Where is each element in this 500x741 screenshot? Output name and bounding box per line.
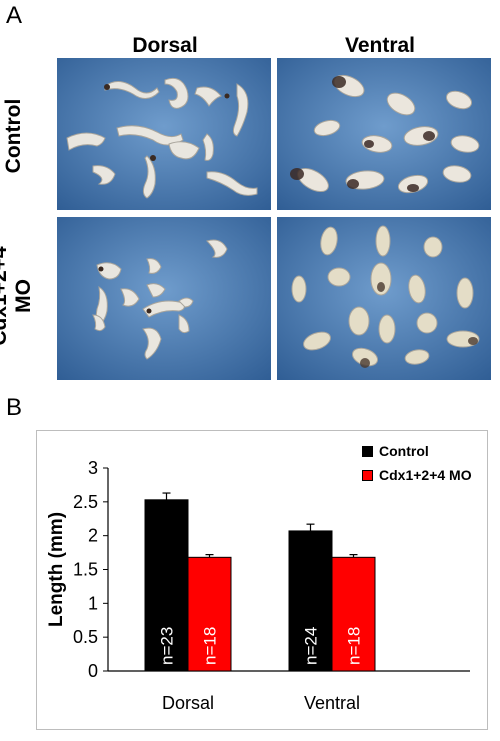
chart-legend: Control Cdx1+2+4 MO xyxy=(362,439,472,487)
column-header-dorsal: Dorsal xyxy=(132,34,198,57)
photo-control-ventral xyxy=(277,58,491,210)
y-tick-label: 3 xyxy=(88,458,98,478)
legend-item-control: Control xyxy=(362,439,472,463)
y-tick-label: 2.5 xyxy=(73,492,98,512)
bar xyxy=(288,530,333,672)
legend-label-morphant: Cdx1+2+4 MO xyxy=(379,467,472,483)
panel-a-letter: A xyxy=(6,2,23,29)
embryo-photo-control-ventral xyxy=(277,58,491,210)
column-header-ventral: Ventral xyxy=(344,34,416,57)
panel-b-letter: B xyxy=(6,394,23,421)
embryo-photo-morphant-ventral xyxy=(277,217,491,380)
legend-swatch-control xyxy=(362,445,373,457)
chart-frame xyxy=(36,430,488,730)
bar xyxy=(144,499,189,672)
embryo-photo-morphant-dorsal xyxy=(57,217,271,380)
y-tick-label: 2 xyxy=(88,526,98,546)
embryo-photo-control-dorsal xyxy=(57,58,271,210)
photo-morphant-dorsal xyxy=(57,217,271,380)
y-tick-label: 1.5 xyxy=(73,560,98,580)
photo-morphant-ventral xyxy=(277,217,491,380)
bar-n-label: n=18 xyxy=(345,627,364,665)
photo-control-dorsal xyxy=(57,58,271,210)
bar-n-label: n=18 xyxy=(201,627,220,665)
legend-label-control: Control xyxy=(379,443,429,459)
y-tick-label: 0.5 xyxy=(73,627,98,647)
bar xyxy=(331,556,376,672)
legend-item-morphant: Cdx1+2+4 MO xyxy=(362,463,472,487)
y-tick-label: 1 xyxy=(88,593,98,613)
x-category-label: Dorsal xyxy=(162,693,214,713)
legend-swatch-morphant xyxy=(362,469,373,481)
bar-n-label: n=23 xyxy=(158,627,177,665)
y-tick-label: 0 xyxy=(88,661,98,681)
y-axis-label: Length (mm) xyxy=(46,512,67,627)
bar-n-label: n=24 xyxy=(302,627,321,665)
x-category-label: Ventral xyxy=(304,693,360,713)
